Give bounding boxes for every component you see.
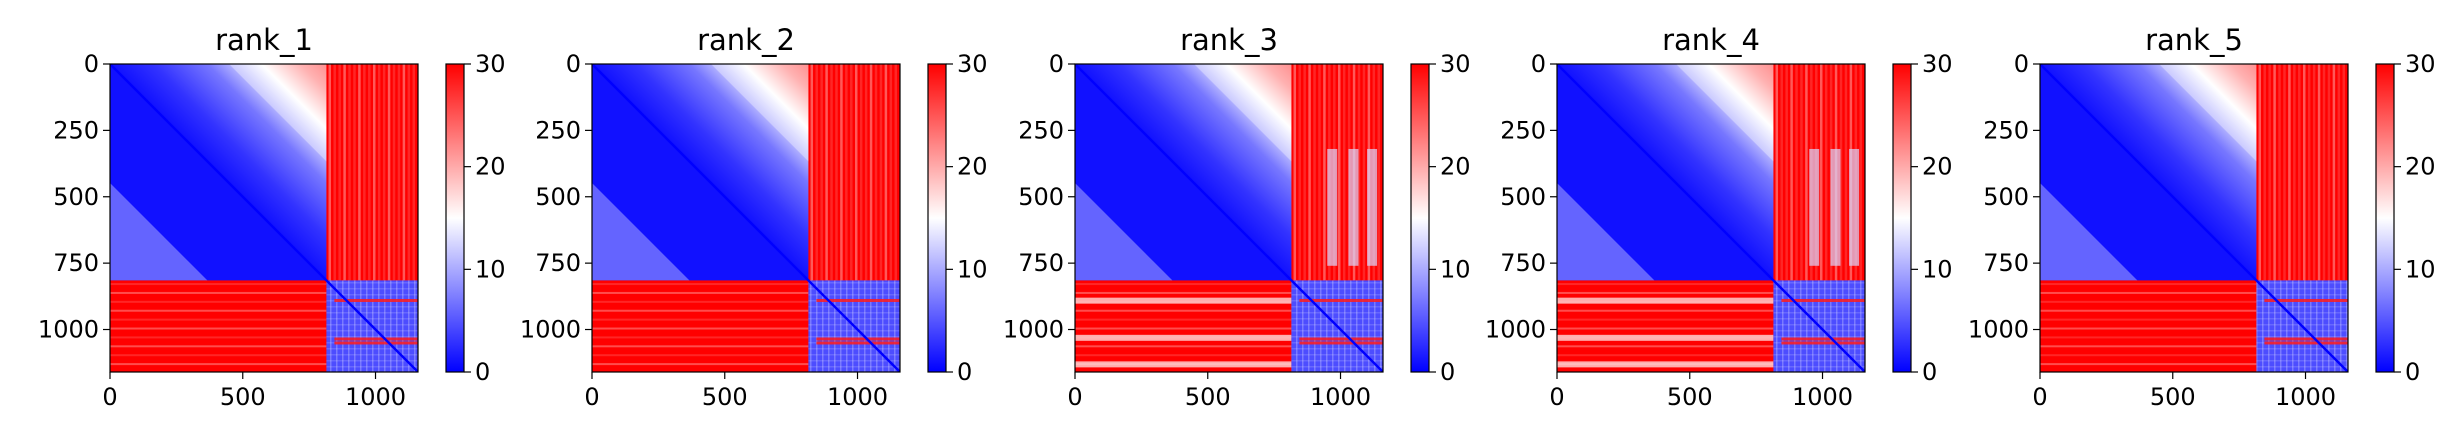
axes-frame (1556, 63, 1866, 373)
colorbar-tick-label: 0 (957, 358, 972, 386)
heatmap-panel-2: rank_2 0 250 500 750 1000 0 500 1000 0 10 20 30 (520, 23, 988, 411)
y-tick-label: 250 (1500, 116, 1546, 144)
colorbar: 0 10 20 30 (445, 50, 506, 386)
axes-frame (1074, 63, 1384, 373)
colorbar: 0 10 20 30 (1410, 50, 1471, 386)
y-tick-label: 0 (2014, 50, 2029, 78)
heatmap-panel-5: rank_5 0 250 500 750 1000 0 500 1000 0 10 20 30 (1968, 23, 2436, 411)
y-tick-label: 500 (53, 183, 99, 211)
colorbar: 0 10 20 30 (927, 50, 988, 386)
diagonal-line (1557, 64, 1865, 372)
x-tick-label: 500 (220, 383, 266, 411)
y-tick-label: 0 (1049, 50, 1064, 78)
heatmap-image (592, 64, 900, 372)
colorbar-tick-label: 30 (957, 50, 988, 78)
heatmap-image (2040, 64, 2348, 372)
diagonal-line (1075, 64, 1383, 372)
y-tick-label: 750 (535, 249, 581, 277)
y-tick-label: 1000 (1968, 316, 2029, 344)
x-tick-label: 0 (2032, 383, 2047, 411)
panel-title: rank_2 (697, 23, 795, 57)
colorbar-tick-label: 0 (1440, 358, 1455, 386)
axes-frame (109, 63, 419, 373)
y-tick-label: 750 (53, 249, 99, 277)
y-tick-label: 1000 (1485, 316, 1546, 344)
x-tick-label: 500 (1667, 383, 1713, 411)
x-tick-label: 0 (102, 383, 117, 411)
y-tick-label: 750 (1018, 249, 1064, 277)
colorbar-tick-label: 0 (1922, 358, 1937, 386)
colorbar-gradient (1410, 63, 1430, 373)
panel-title: rank_4 (1662, 23, 1760, 57)
colorbar-tick-label: 20 (1922, 153, 1953, 181)
y-tick-label: 0 (1531, 50, 1546, 78)
panel-title: rank_1 (215, 23, 313, 57)
x-tick-label: 500 (1185, 383, 1231, 411)
colorbar-tick-label: 10 (475, 255, 506, 283)
diagonal-line (2040, 64, 2348, 372)
colorbar-tick-label: 10 (1440, 255, 1471, 283)
heatmap-panel-4: rank_4 0 250 500 750 1000 0 500 1000 0 10 20 30 (1485, 23, 1953, 411)
colorbar-gradient (445, 63, 465, 373)
colorbar: 0 10 20 30 (1892, 50, 1953, 386)
axes-frame (591, 63, 901, 373)
colorbar-tick-label: 20 (957, 153, 988, 181)
x-tick-label: 0 (1067, 383, 1082, 411)
y-tick-label: 0 (566, 50, 581, 78)
y-tick-label: 750 (1983, 249, 2029, 277)
colorbar: 0 10 20 30 (2375, 50, 2436, 386)
y-tick-label: 250 (535, 116, 581, 144)
colorbar-tick-label: 30 (475, 50, 506, 78)
heatmap-image (1075, 64, 1383, 372)
y-tick-label: 1000 (1003, 316, 1064, 344)
y-tick-label: 500 (1500, 183, 1546, 211)
panel-title: rank_5 (2145, 23, 2243, 57)
x-tick-label: 500 (702, 383, 748, 411)
diagonal-line (110, 64, 418, 372)
x-tick-label: 1000 (2275, 383, 2336, 411)
diagonal-line (592, 64, 900, 372)
heatmap-panel-3: rank_3 0 250 500 750 1000 0 500 1000 0 10 20 30 (1003, 23, 1471, 411)
axes-frame (2039, 63, 2349, 373)
y-tick-label: 500 (1983, 183, 2029, 211)
colorbar-tick-label: 30 (2405, 50, 2436, 78)
panel-title: rank_3 (1180, 23, 1278, 57)
y-tick-label: 500 (535, 183, 581, 211)
x-tick-label: 1000 (1792, 383, 1853, 411)
x-tick-label: 1000 (1310, 383, 1371, 411)
colorbar-tick-label: 20 (1440, 153, 1471, 181)
colorbar-gradient (927, 63, 947, 373)
colorbar-tick-label: 30 (1922, 50, 1953, 78)
colorbar-tick-label: 20 (475, 153, 506, 181)
x-tick-label: 1000 (827, 383, 888, 411)
colorbar-tick-label: 0 (475, 358, 490, 386)
heatmap-image (110, 64, 418, 372)
y-tick-label: 250 (53, 116, 99, 144)
colorbar-tick-label: 30 (1440, 50, 1471, 78)
colorbar-gradient (2375, 63, 2395, 373)
x-tick-label: 500 (2150, 383, 2196, 411)
y-tick-label: 750 (1500, 249, 1546, 277)
colorbar-tick-label: 10 (1922, 255, 1953, 283)
x-tick-label: 0 (584, 383, 599, 411)
heatmap-panel-1: rank_1 0 250 500 750 1000 0 500 1000 0 10 20 30 (38, 23, 506, 411)
colorbar-gradient (1892, 63, 1912, 373)
y-tick-label: 250 (1018, 116, 1064, 144)
y-tick-label: 250 (1983, 116, 2029, 144)
x-tick-label: 1000 (345, 383, 406, 411)
colorbar-tick-label: 10 (957, 255, 988, 283)
y-tick-label: 1000 (520, 316, 581, 344)
colorbar-tick-label: 20 (2405, 153, 2436, 181)
y-tick-label: 1000 (38, 316, 99, 344)
heatmap-image (1557, 64, 1865, 372)
y-tick-label: 0 (84, 50, 99, 78)
colorbar-tick-label: 0 (2405, 358, 2420, 386)
y-tick-label: 500 (1018, 183, 1064, 211)
x-tick-label: 0 (1549, 383, 1564, 411)
colorbar-tick-label: 10 (2405, 255, 2436, 283)
